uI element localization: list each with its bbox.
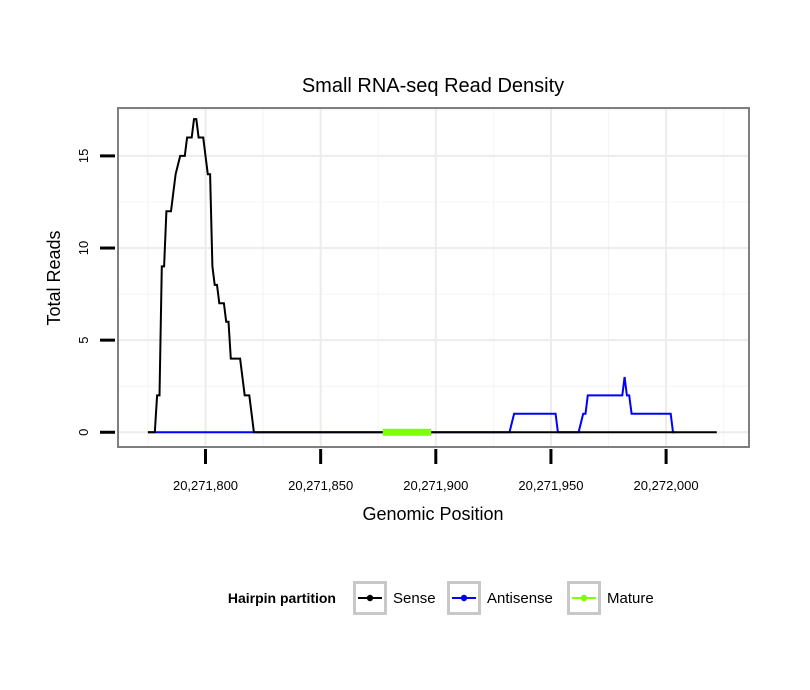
plot-border (117, 107, 750, 448)
legend-label-sense: Sense (393, 590, 436, 607)
legend-key-point (580, 594, 588, 602)
x-tick-label: 20,272,000 (634, 478, 699, 493)
x-axis: 20,271,800 20,271,850 20,271,900 20,271,950… (173, 449, 699, 493)
legend-label-mature: Mature (607, 590, 654, 607)
legend-label-antisense: Antisense (487, 590, 553, 607)
y-tick-label: 10 (76, 241, 91, 255)
y-axis-label: Total Reads (44, 230, 64, 325)
legend-key-point (460, 594, 468, 602)
y-tick-label: 0 (76, 429, 91, 436)
y-axis: 0 5 10 15 (76, 149, 115, 436)
x-tick-label: 20,271,950 (518, 478, 583, 493)
y-tick-label: 15 (76, 149, 91, 163)
x-tick-label: 20,271,800 (173, 478, 238, 493)
grid-lines (118, 108, 749, 447)
x-tick-label: 20,271,900 (403, 478, 468, 493)
x-tick-label: 20,271,850 (288, 478, 353, 493)
legend-title: Hairpin partition (228, 590, 336, 606)
plot-panel (118, 108, 749, 447)
legend: Hairpin partition Sense Antisense Mature (228, 581, 654, 615)
series-sense-line (147, 118, 717, 434)
legend-key-point (366, 594, 374, 602)
y-tick-label: 5 (76, 337, 91, 344)
series-lines (147, 118, 717, 436)
legend-items: Sense Antisense Mature (353, 581, 654, 615)
series-antisense-line (147, 376, 676, 434)
x-axis-label: Genomic Position (362, 504, 503, 524)
chart-title: Small RNA-seq Read Density (302, 75, 564, 97)
